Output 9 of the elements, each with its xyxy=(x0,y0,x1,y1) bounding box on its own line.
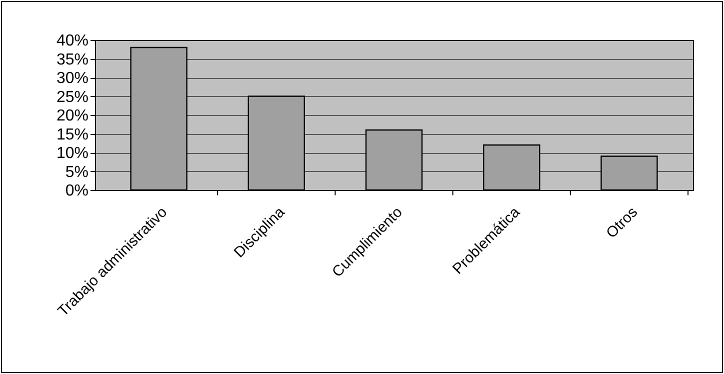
y-tick-label: 10% xyxy=(56,145,88,162)
y-tick-label: 20% xyxy=(56,108,88,124)
y-tick-label: 40% xyxy=(56,32,88,50)
y-tick-label: 15% xyxy=(56,126,88,144)
y-tick-label: 25% xyxy=(56,88,88,106)
y-tick-label: 30% xyxy=(56,70,88,87)
y-tick-label: 0% xyxy=(65,182,88,200)
y-tick-label: 35% xyxy=(56,51,88,68)
y-tick-label: 5% xyxy=(65,164,88,181)
